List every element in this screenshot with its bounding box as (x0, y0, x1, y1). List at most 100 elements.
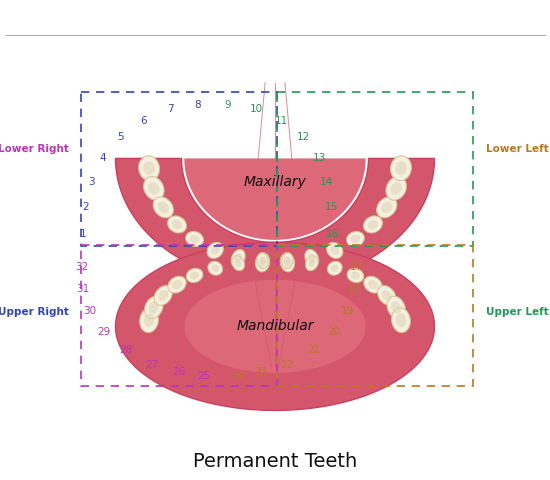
Ellipse shape (168, 276, 186, 293)
Text: 11: 11 (275, 116, 288, 126)
Text: 8: 8 (194, 100, 201, 109)
Ellipse shape (327, 242, 343, 258)
Ellipse shape (390, 182, 402, 195)
Ellipse shape (148, 182, 160, 195)
Ellipse shape (140, 308, 158, 333)
Text: 20: 20 (327, 327, 340, 337)
Ellipse shape (211, 246, 219, 255)
Ellipse shape (257, 253, 268, 269)
Text: Lower Left: Lower Left (486, 144, 548, 154)
Ellipse shape (284, 256, 290, 265)
Ellipse shape (282, 253, 293, 269)
Text: 29: 29 (97, 327, 110, 337)
Ellipse shape (346, 231, 364, 247)
Text: 2: 2 (82, 203, 89, 212)
Ellipse shape (258, 257, 267, 267)
Ellipse shape (368, 280, 378, 289)
Text: Permanent Teeth: Permanent Teeth (193, 452, 357, 471)
Ellipse shape (211, 264, 219, 272)
Text: 17: 17 (350, 262, 363, 272)
Ellipse shape (148, 301, 159, 313)
Text: Lower Right: Lower Right (0, 144, 68, 154)
Bar (277, 245, 473, 386)
Ellipse shape (308, 253, 316, 263)
Text: 1: 1 (80, 229, 87, 239)
Ellipse shape (145, 296, 163, 319)
Ellipse shape (232, 256, 245, 271)
Ellipse shape (331, 246, 339, 255)
Text: 6: 6 (140, 116, 147, 126)
Text: 24: 24 (231, 371, 244, 381)
Ellipse shape (396, 313, 406, 327)
Ellipse shape (172, 280, 182, 289)
Polygon shape (116, 158, 435, 283)
Text: 28: 28 (119, 346, 132, 355)
Ellipse shape (364, 276, 382, 293)
Text: Mandibular: Mandibular (236, 319, 314, 334)
Bar (277, 92, 473, 246)
Ellipse shape (255, 253, 270, 272)
Text: 23: 23 (254, 367, 267, 377)
Ellipse shape (368, 220, 378, 229)
Text: 27: 27 (145, 360, 158, 370)
Ellipse shape (231, 250, 245, 267)
Text: Maxillary: Maxillary (244, 175, 306, 190)
Ellipse shape (387, 296, 405, 319)
Text: 10: 10 (250, 105, 263, 114)
Ellipse shape (331, 264, 339, 272)
Text: 15: 15 (324, 203, 338, 212)
Text: Upper Left: Upper Left (486, 307, 548, 317)
Ellipse shape (168, 216, 186, 233)
Ellipse shape (260, 256, 266, 265)
Text: 16: 16 (326, 229, 339, 239)
Ellipse shape (153, 197, 173, 218)
Ellipse shape (364, 216, 382, 233)
Bar (81, 92, 277, 246)
Text: 26: 26 (173, 367, 186, 377)
Text: 3: 3 (88, 177, 95, 187)
Ellipse shape (190, 272, 199, 279)
Ellipse shape (280, 253, 295, 272)
Ellipse shape (347, 268, 364, 283)
Text: 32: 32 (75, 262, 88, 272)
Ellipse shape (392, 308, 410, 333)
Ellipse shape (207, 242, 223, 258)
Ellipse shape (377, 197, 397, 218)
Ellipse shape (190, 235, 200, 243)
Text: 31: 31 (76, 284, 89, 294)
Ellipse shape (144, 161, 155, 175)
Ellipse shape (351, 272, 360, 279)
Ellipse shape (172, 220, 182, 229)
Ellipse shape (377, 286, 396, 305)
Ellipse shape (283, 257, 292, 267)
Text: 18: 18 (348, 284, 361, 294)
Ellipse shape (186, 231, 204, 247)
Polygon shape (116, 242, 435, 410)
Text: Upper Right: Upper Right (0, 307, 68, 317)
Text: 9: 9 (224, 100, 231, 109)
Ellipse shape (381, 202, 392, 213)
Bar (81, 245, 277, 386)
Ellipse shape (208, 261, 223, 275)
Ellipse shape (327, 261, 342, 275)
Ellipse shape (309, 259, 315, 267)
Text: 22: 22 (280, 360, 294, 370)
Ellipse shape (350, 235, 360, 243)
Polygon shape (184, 158, 366, 240)
Ellipse shape (144, 313, 154, 327)
Ellipse shape (305, 256, 318, 271)
Ellipse shape (144, 177, 164, 200)
Text: 13: 13 (312, 154, 326, 163)
Ellipse shape (386, 177, 406, 200)
Ellipse shape (235, 259, 241, 267)
Ellipse shape (154, 286, 173, 305)
Polygon shape (184, 280, 366, 373)
Text: 21: 21 (307, 346, 320, 355)
Text: 14: 14 (320, 177, 333, 187)
Text: 25: 25 (197, 371, 210, 381)
Ellipse shape (382, 290, 392, 301)
Text: 7: 7 (167, 105, 173, 114)
Text: 19: 19 (341, 306, 354, 316)
Text: 12: 12 (297, 132, 310, 142)
Text: 4: 4 (99, 154, 106, 163)
